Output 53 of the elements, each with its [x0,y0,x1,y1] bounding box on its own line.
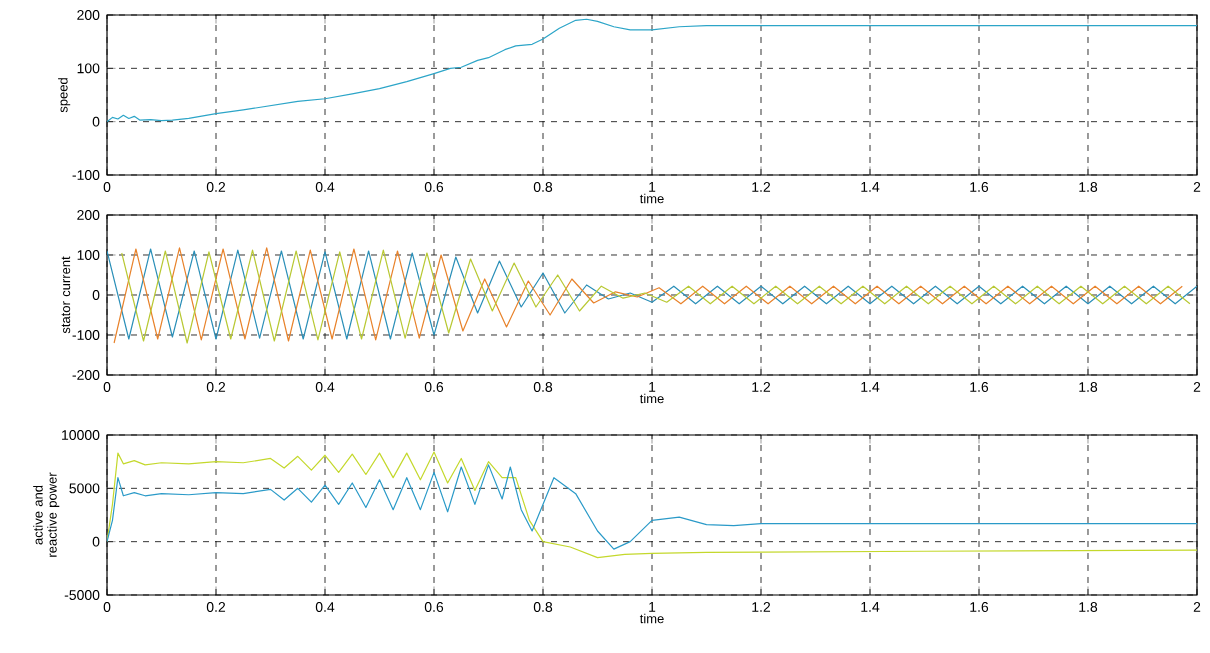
x-tick-label: 0.8 [533,182,553,192]
y-tick-label: 0 [92,290,100,300]
y-axis-title: stator current [61,256,71,334]
x-tick-label: 0.4 [315,602,335,612]
x-tick-label: 0.6 [424,382,444,392]
x-tick-label: 2 [1193,382,1201,392]
y-tick-label: -5000 [64,590,100,600]
x-axis-title: time [639,393,664,404]
x-axis-title: time [639,193,664,204]
x-tick-label: 0.6 [424,602,444,612]
x-tick-label: 1.2 [752,602,771,612]
x-axis-title: time [639,613,664,624]
y-tick-label: -200 [72,370,100,380]
x-tick-label: 1 [649,182,656,192]
x-tick-label: 0 [103,382,111,392]
y-tick-label: 5000 [69,483,100,494]
x-tick-label: 0 [103,602,111,612]
x-tick-label: 1.2 [752,382,771,392]
x-tick-label: 2 [1193,602,1201,612]
x-tick-label: 1.4 [861,182,880,192]
x-tick-label: 2 [1193,182,1201,192]
x-tick-label: 1.4 [861,382,880,392]
x-tick-label: 0.8 [533,602,553,612]
y-tick-label: 200 [77,10,100,20]
x-tick-label: 1.6 [970,182,989,192]
x-tick-label: 0.2 [206,382,226,392]
y-axis-title: active and reactive power [33,472,60,557]
y-tick-label: 100 [77,63,100,74]
x-tick-label: 1 [649,382,656,392]
y-tick-label: 10000 [62,430,100,440]
line-series [107,451,1197,559]
y-tick-label: 200 [77,210,100,220]
x-tick-label: 1.8 [1079,382,1098,392]
y-tick-label: 100 [77,250,100,260]
x-tick-label: 0.4 [315,182,335,192]
y-tick-label: -100 [72,170,100,180]
x-tick-label: 0.2 [206,602,226,612]
x-tick-label: 1.6 [970,602,989,612]
x-tick-label: 0.8 [533,382,553,392]
x-tick-label: 0.6 [424,182,444,192]
x-tick-label: 0.4 [315,382,335,392]
x-tick-label: 1.8 [1079,182,1098,192]
y-tick-label: -100 [72,330,100,340]
y-axis-title: speed [58,78,71,113]
x-tick-label: 1.2 [752,182,771,192]
y-tick-label: 0 [92,536,100,547]
x-tick-label: 1.4 [861,602,880,612]
x-tick-label: 1.8 [1079,602,1098,612]
x-tick-label: 0 [103,182,111,192]
x-tick-label: 1.6 [970,382,989,392]
y-tick-label: 0 [92,116,100,127]
x-tick-label: 1 [649,602,656,612]
x-tick-label: 0.2 [206,182,226,192]
